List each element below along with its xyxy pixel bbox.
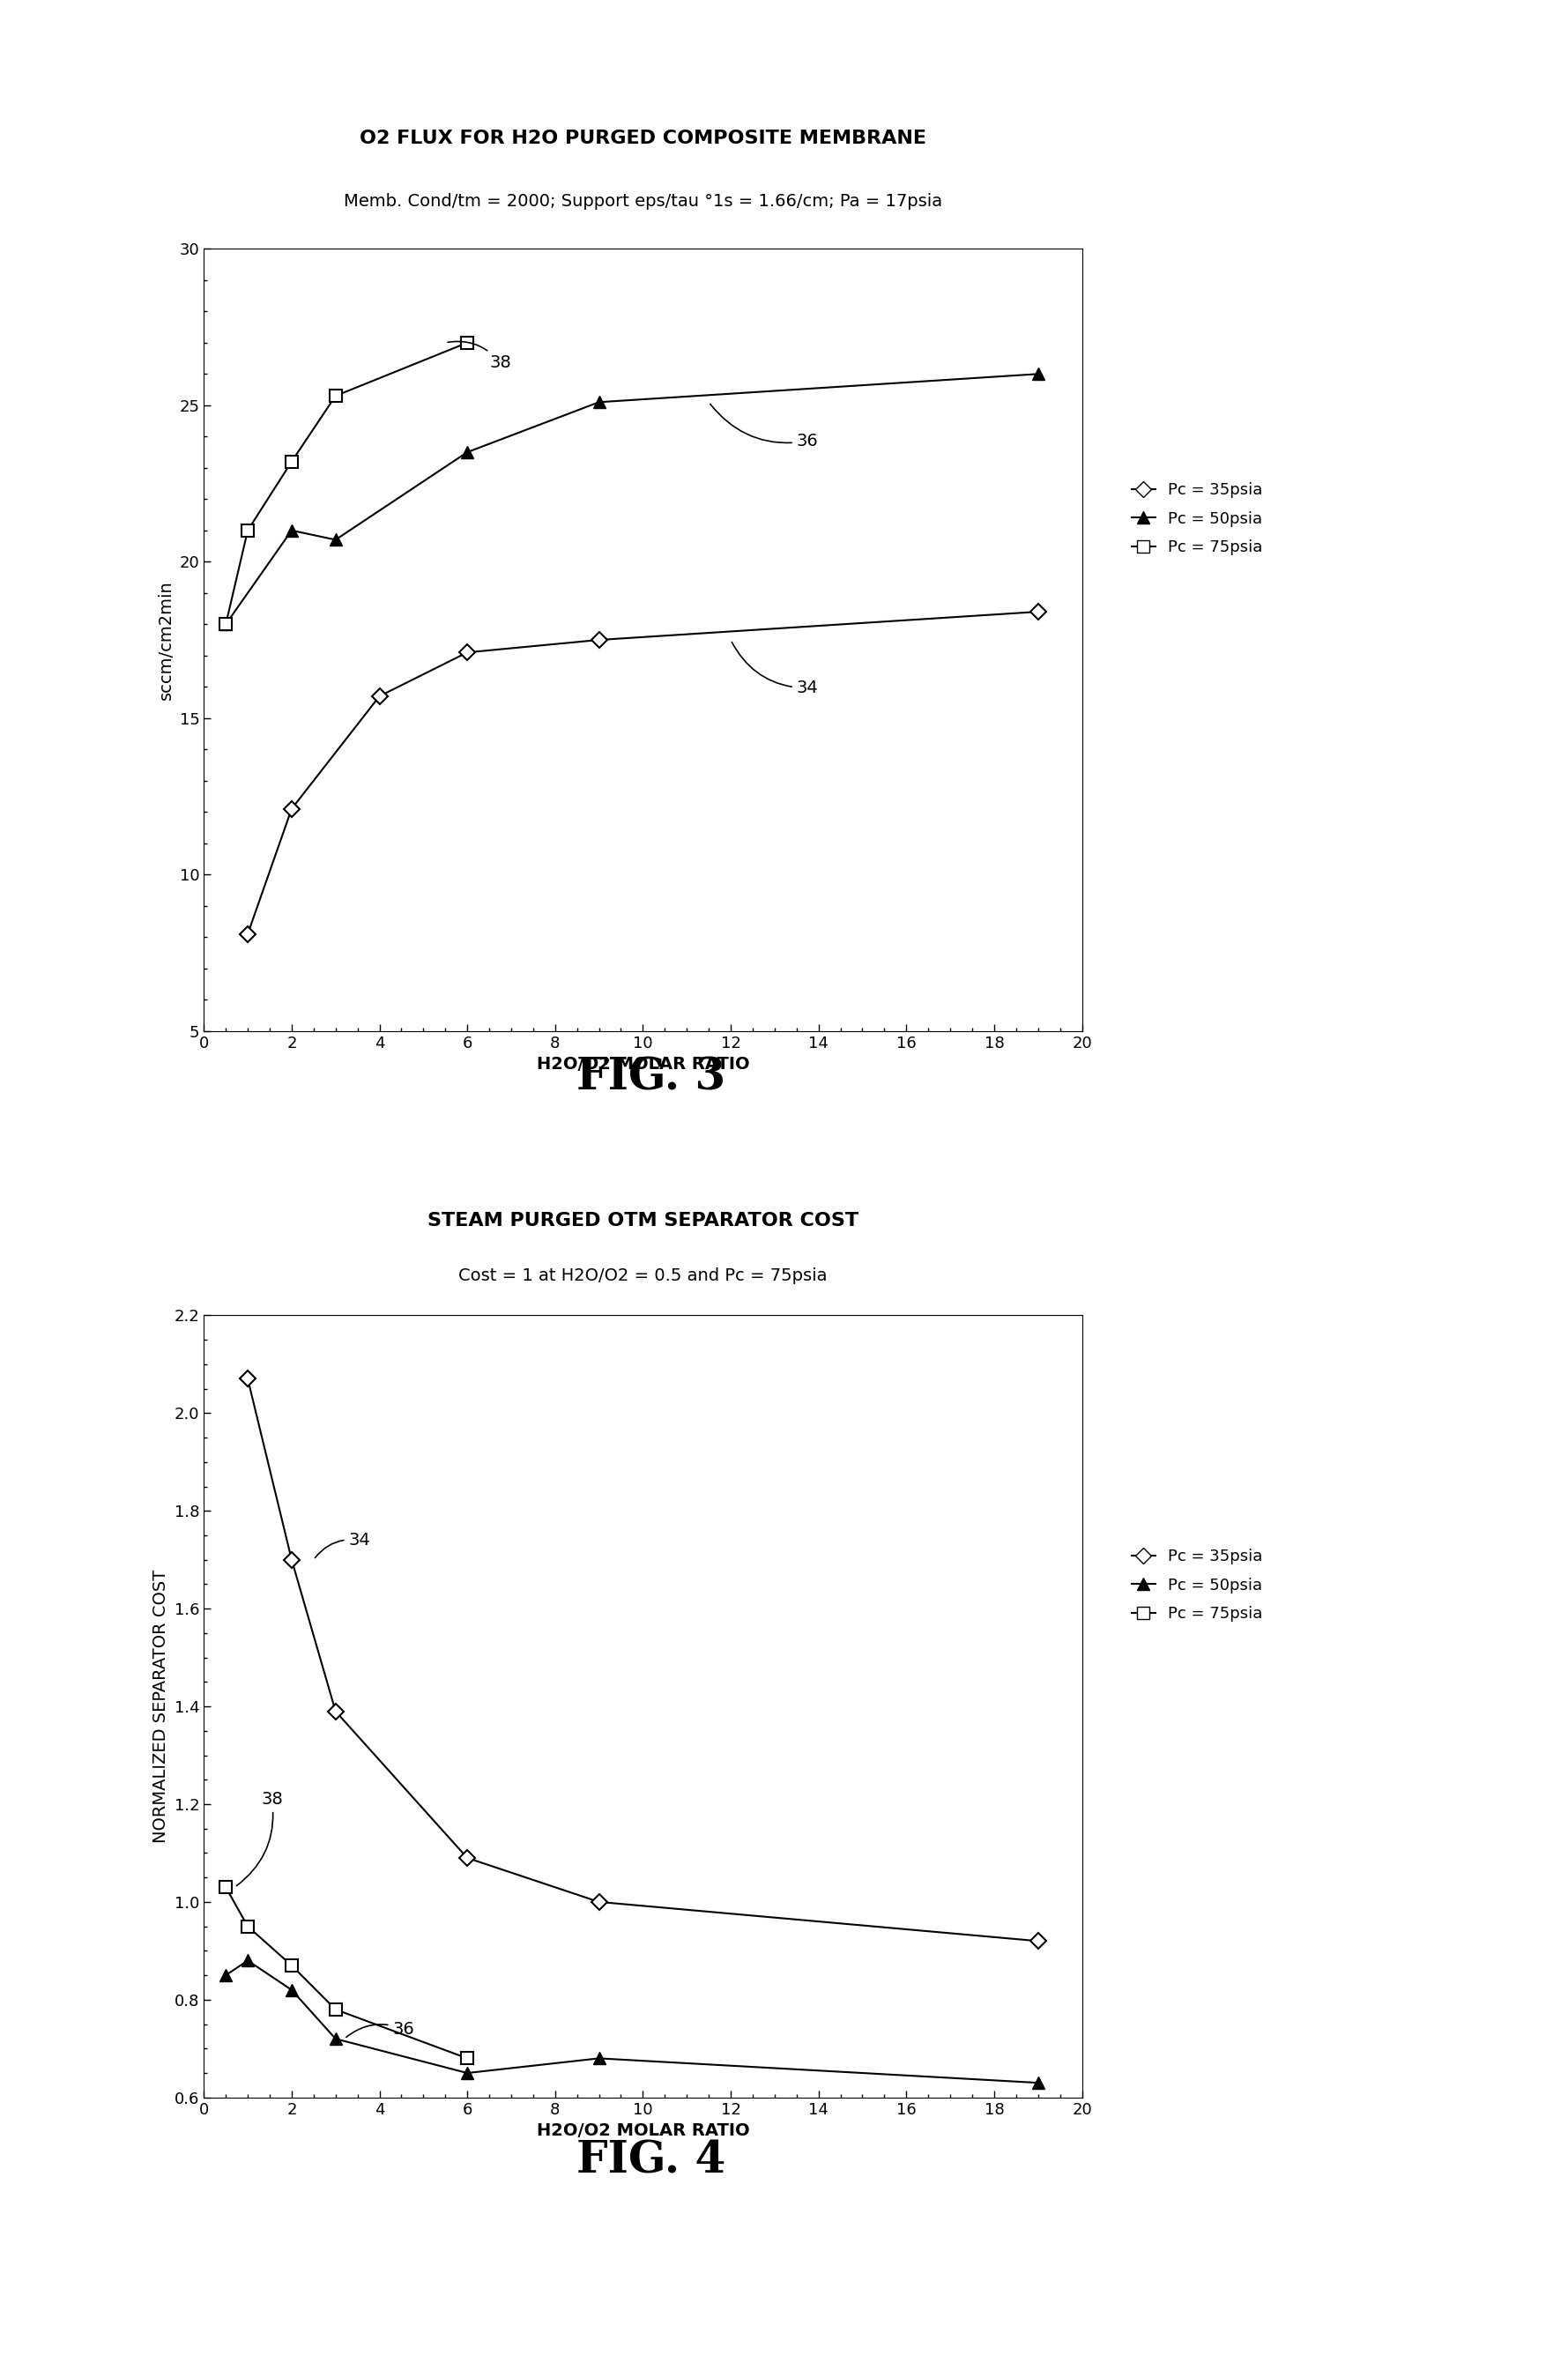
Text: FIG. 4: FIG. 4 [575,2140,726,2183]
Text: Memb. Cond/tm = 2000; Support eps/tau °1s = 1.66/cm; Pa = 17psia: Memb. Cond/tm = 2000; Support eps/tau °1… [343,192,942,209]
X-axis label: H2O/O2 MOLAR RATIO: H2O/O2 MOLAR RATIO [536,1057,750,1074]
Text: 38: 38 [237,1792,282,1887]
Legend: Pc = 35psia, Pc = 50psia, Pc = 75psia: Pc = 35psia, Pc = 50psia, Pc = 75psia [1124,476,1269,562]
Text: 34: 34 [732,642,818,697]
Text: 38: 38 [448,341,511,372]
Y-axis label: NORMALIZED SEPARATOR COST: NORMALIZED SEPARATOR COST [152,1569,169,1844]
Text: 36: 36 [347,2022,414,2038]
Text: 36: 36 [710,403,818,450]
Text: Cost = 1 at H2O/O2 = 0.5 and Pc = 75psia: Cost = 1 at H2O/O2 = 0.5 and Pc = 75psia [458,1268,828,1285]
Text: 34: 34 [315,1531,370,1557]
Text: O2 FLUX FOR H2O PURGED COMPOSITE MEMBRANE: O2 FLUX FOR H2O PURGED COMPOSITE MEMBRAN… [359,130,927,147]
Y-axis label: sccm/cm2min: sccm/cm2min [158,581,174,699]
X-axis label: H2O/O2 MOLAR RATIO: H2O/O2 MOLAR RATIO [536,2124,750,2140]
Text: STEAM PURGED OTM SEPARATOR COST: STEAM PURGED OTM SEPARATOR COST [428,1211,858,1230]
Legend: Pc = 35psia, Pc = 50psia, Pc = 75psia: Pc = 35psia, Pc = 50psia, Pc = 75psia [1124,1543,1269,1628]
Text: FIG. 3: FIG. 3 [575,1057,726,1100]
